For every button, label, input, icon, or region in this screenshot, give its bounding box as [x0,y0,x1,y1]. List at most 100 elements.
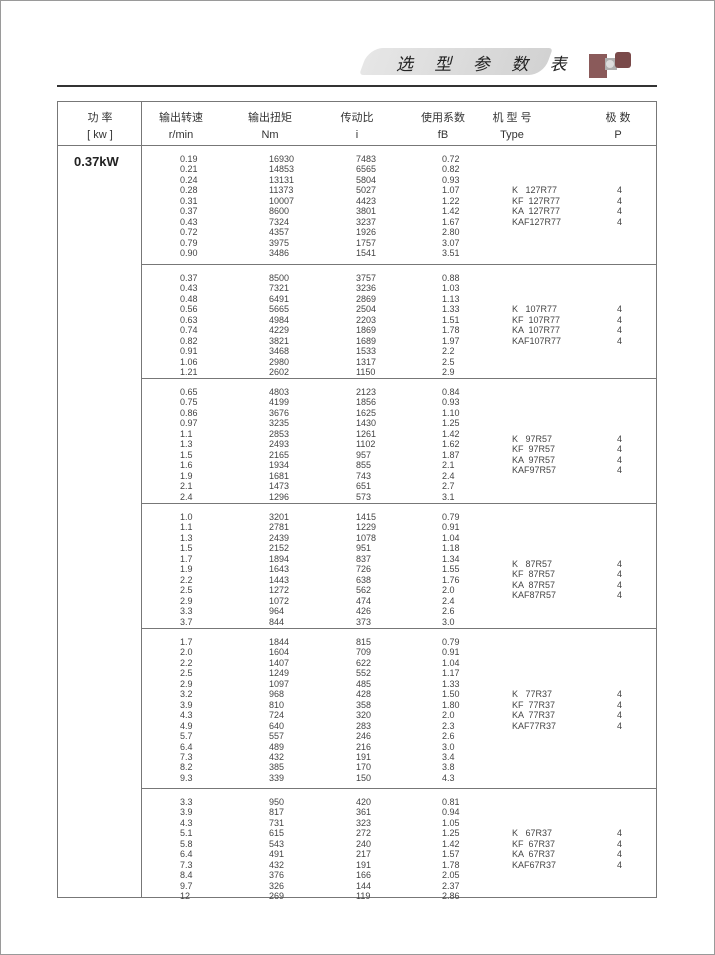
ratio-cell: 426 [356,606,372,617]
fb-cell: 0.79 [442,512,460,522]
torque-cell: 339 [269,772,285,783]
fb-cell: 2.3 [442,720,455,731]
fb-cell: 3.0 [442,616,455,627]
speed-cell: 1.21 [180,367,198,378]
torque-cell: 6491 [269,293,290,304]
fb-cell: 0.81 [442,797,460,807]
ratio-cell: 474 [356,595,372,606]
column-header-unit: [ kw ] [87,129,113,141]
torque-cell: 269 [269,891,285,902]
column-header: 极 数 P [605,110,630,144]
ratio-cell: 951 [356,543,372,554]
fb-cell: 1.42 [442,206,460,217]
torque-cell: 1443 [269,574,290,585]
speed-cell: 0.86 [180,407,198,418]
fb-cell: 2.05 [442,870,460,881]
torque-cell: 964 [269,606,285,617]
torque-column: 16930 14853 13131 11373 10007 8600 7324 4357 397… [269,154,294,259]
torque-cell: 640 [269,720,285,731]
column-header-cn: 机 型 号 [492,112,532,124]
type-column: K 97R57 KF 97R57 KA 97R57 KAF97R57 [512,434,556,476]
speed-cell: 1.06 [180,356,198,367]
ratio-cell: 957 [356,449,372,460]
speed-cell: 5.7 [180,731,193,742]
fb-cell: 1.62 [442,439,460,450]
ratio-cell: 1757 [356,237,377,248]
torque-cell: 844 [269,616,285,627]
type-cell: KAF77R37 [512,720,557,731]
torque-cell: 1681 [269,470,290,481]
fb-cell: 1.51 [442,314,460,325]
torque-cell: 731 [269,817,285,828]
column-header-unit: fB [437,129,449,141]
fb-column: 0.88 1.03 1.13 1.33 1.51 1.78 1.97 2.2 2.5 2.9 [442,273,460,378]
torque-cell: 3676 [269,407,290,418]
speed-cell: 3.7 [180,616,193,627]
fb-cell: 1.78 [442,859,460,870]
torque-cell: 4357 [269,227,290,238]
speed-cell: 0.90 [180,248,198,259]
torque-cell: 376 [269,870,285,881]
ratio-cell: 246 [356,731,372,742]
poles-cell: 4 [617,569,623,580]
ratio-cell: 323 [356,817,372,828]
ratio-cell: 144 [356,880,372,891]
type-cell: KF 127R77 [512,195,561,206]
fb-column: 0.79 0.91 1.04 1.18 1.34 1.55 1.76 2.0 2.4 2.6 3.0 [442,512,460,627]
speed-cell: 1.1 [180,428,193,439]
ratio-cell: 651 [356,481,372,492]
poles-cell: 4 [617,699,623,710]
speed-cell: 2.0 [180,647,193,658]
ratio-cell: 5027 [356,185,377,196]
poles-cell: 4 [617,465,623,476]
torque-cell: 14853 [269,164,295,175]
torque-cell: 3486 [269,248,290,259]
speed-cell: 1.0 [180,512,193,522]
speed-column: 0.19 0.21 0.24 0.28 0.31 0.37 0.43 0.72 0.79 0.90 [180,154,198,259]
torque-cell: 950 [269,797,285,807]
ratio-cell: 1533 [356,346,377,357]
speed-cell: 0.91 [180,346,198,357]
ratio-cell: 361 [356,807,372,818]
fb-cell: 0.88 [442,273,460,283]
ratio-cell: 3757 [356,273,377,283]
torque-column: 950 817 731 615 543 491 432 376 326 269 [269,797,284,902]
type-cell: KA 77R37 [512,710,556,721]
speed-cell: 0.63 [180,314,198,325]
type-cell: KAF67R37 [512,859,557,870]
fb-cell: 1.03 [442,283,460,294]
speed-cell: 3.3 [180,606,193,617]
speed-cell: 3.2 [180,689,193,700]
ratio-column: 2123 1856 1625 1430 1261 1102 957 855 743 651 573 [356,387,376,502]
ratio-cell: 1625 [356,407,377,418]
fb-cell: 3.8 [442,762,455,773]
torque-cell: 2493 [269,439,290,450]
page-title: 选 型 参 数 表 [396,55,575,75]
type-cell: KF 97R57 [512,444,556,455]
header-rule [57,85,657,87]
torque-cell: 1407 [269,657,290,668]
fb-cell: 1.04 [442,532,460,543]
torque-column: 1844 1604 1407 1249 1097 968 810 724 640 557 489 43… [269,637,289,783]
fb-cell: 1.25 [442,828,460,839]
speed-cell: 1.9 [180,470,193,481]
torque-cell: 2781 [269,522,290,533]
torque-cell: 385 [269,762,285,773]
ratio-cell: 420 [356,797,372,807]
ratio-column: 815 709 622 552 485 428 358 320 283 246 216 191 170 1… [356,637,371,783]
fb-cell: 1.42 [442,428,460,439]
speed-cell: 0.56 [180,304,198,315]
torque-cell: 432 [269,859,285,870]
fb-cell: 2.9 [442,367,455,378]
fb-cell: 1.33 [442,304,460,315]
torque-cell: 1097 [269,678,290,689]
speed-cell: 2.2 [180,574,193,585]
column-header: 输出转速 r/min [159,110,203,144]
speed-cell: 4.9 [180,720,193,731]
ratio-cell: 855 [356,460,372,471]
column-header-cn: 传动比 [340,112,374,124]
ratio-cell: 428 [356,689,372,700]
